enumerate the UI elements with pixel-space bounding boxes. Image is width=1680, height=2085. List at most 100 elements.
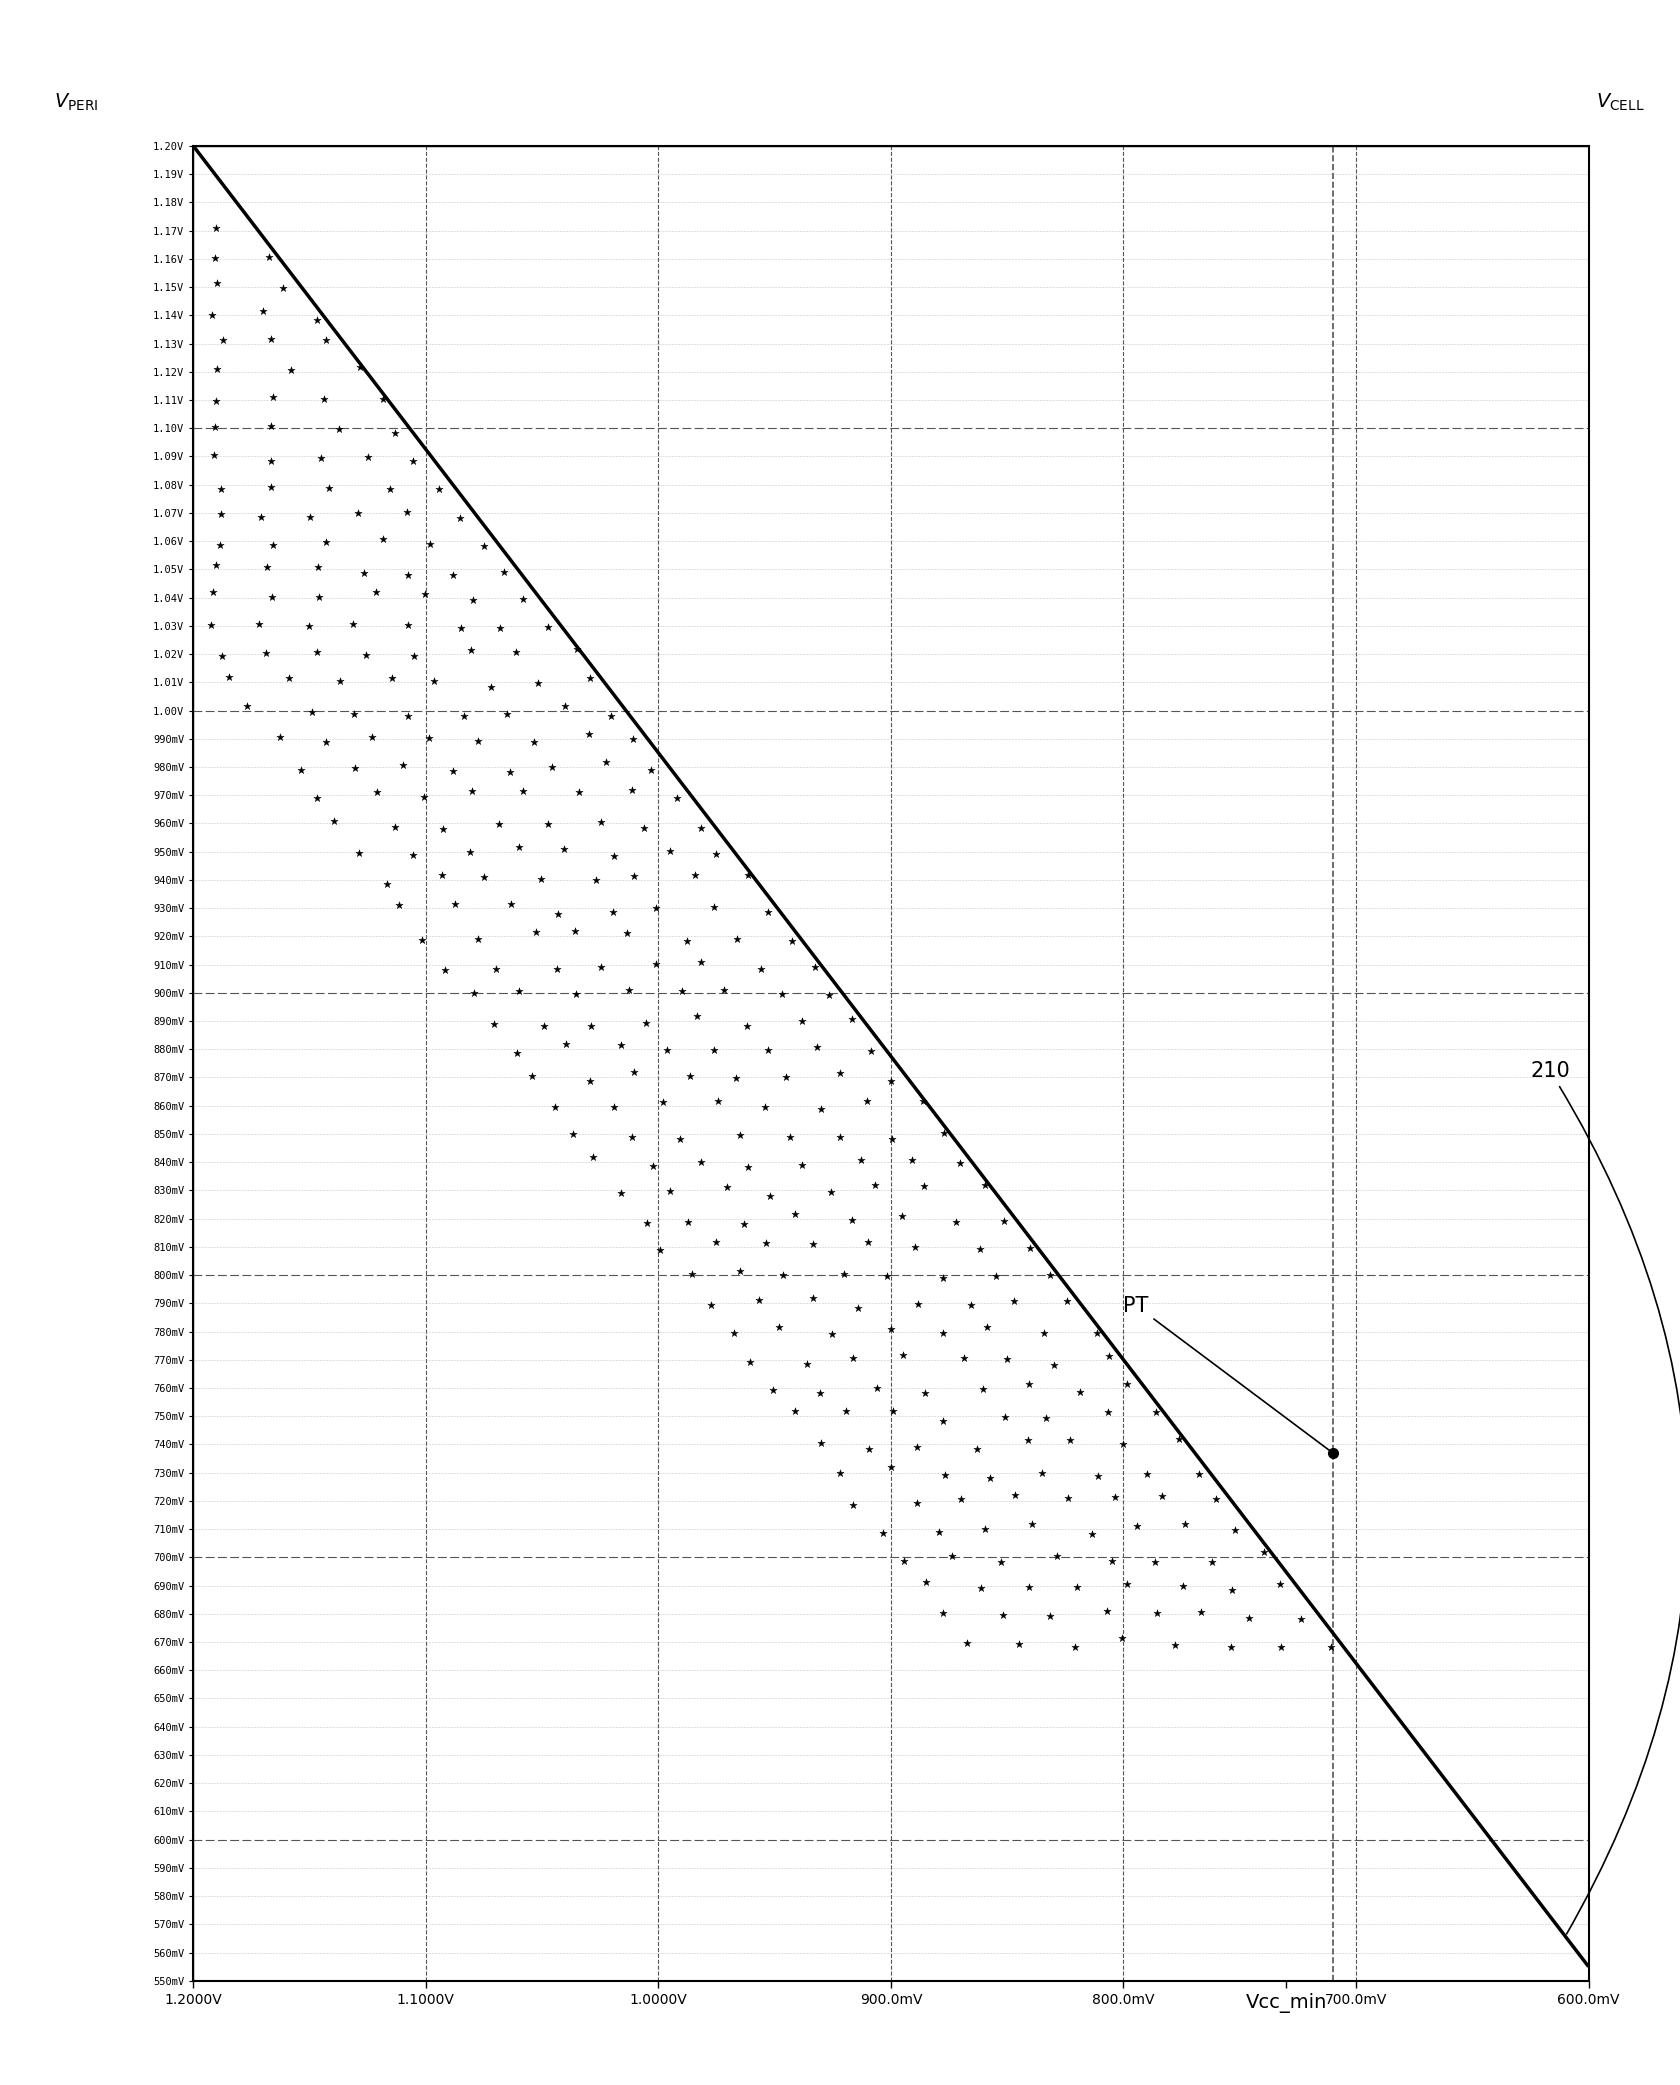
Point [341,751,368,784]
Point [832,1395,858,1428]
Point [687,945,714,978]
Point [990,1205,1016,1238]
Point [654,1032,680,1065]
Point [307,442,334,475]
Point [647,1232,674,1266]
Point [637,753,664,786]
Point [1100,1480,1127,1514]
Point [302,636,329,669]
Point [701,890,727,924]
Point [773,1059,800,1093]
Point [1144,1595,1171,1628]
Point [524,665,551,698]
Point [931,1115,958,1149]
Point [1082,1316,1109,1349]
Point [491,555,517,588]
Point [613,917,640,951]
Point [1062,1570,1089,1603]
Point [993,1343,1020,1376]
Point [376,473,403,507]
Point [1141,1545,1168,1578]
Point [682,999,709,1032]
Point [203,267,230,300]
Point [254,550,281,584]
Point [304,550,331,584]
Point [874,1259,900,1293]
Point [302,782,329,815]
Point [1171,1507,1198,1541]
Point [781,1197,808,1230]
Point [390,749,417,782]
Point [1095,1339,1122,1372]
Point [270,271,297,304]
Point [801,951,828,984]
Point [674,924,701,957]
Point [395,698,422,732]
Point [459,776,486,809]
Point [879,1395,906,1428]
Point [415,721,442,755]
Point [277,354,304,388]
Point [470,530,497,563]
Point [620,1055,647,1088]
Point [1037,1599,1063,1633]
Point [312,323,339,357]
Point [326,413,353,446]
Point [1216,1630,1243,1664]
Point [929,1261,956,1295]
Point [1109,1428,1136,1462]
Point [581,863,608,897]
Point [408,924,435,957]
Point [1114,1568,1141,1601]
Point [528,863,554,897]
Point [788,1005,815,1038]
Point [247,500,274,534]
Point [482,953,509,986]
Point [363,776,390,809]
Point [575,717,601,751]
Point [257,471,284,505]
Point [1079,1518,1105,1551]
Point [877,1311,904,1345]
Point [724,924,751,957]
Point [249,294,276,327]
Point [1040,1349,1067,1382]
Point [702,1226,729,1259]
Point [1015,1570,1042,1603]
Point [373,867,400,901]
Point [353,638,380,671]
Point [911,1376,937,1409]
Point [410,780,437,813]
Point [267,721,294,755]
Point [538,751,564,784]
Point [586,951,613,984]
Point [257,409,284,442]
Point [1015,1368,1042,1401]
Point [428,859,455,892]
Point [207,498,234,532]
Point [904,1286,931,1320]
Point [257,323,284,357]
Point [425,471,452,505]
Point [632,1007,659,1040]
Point [321,805,348,838]
Point [662,782,689,815]
Point [638,1149,665,1182]
Point [299,696,326,730]
Point [255,240,282,273]
Point [971,1168,998,1201]
Point [665,1122,692,1155]
Point [207,471,234,505]
Point [430,811,457,844]
Text: $V_{\mathrm{PERI}}$: $V_{\mathrm{PERI}}$ [54,92,97,113]
Point [806,1093,833,1126]
Point [702,838,729,872]
Point [815,978,842,1011]
Point [198,298,225,332]
Point [1094,1595,1121,1628]
Point [522,915,549,949]
Point [1166,1422,1193,1455]
Point [459,584,486,617]
Point [877,1451,904,1485]
Point [633,1207,660,1241]
